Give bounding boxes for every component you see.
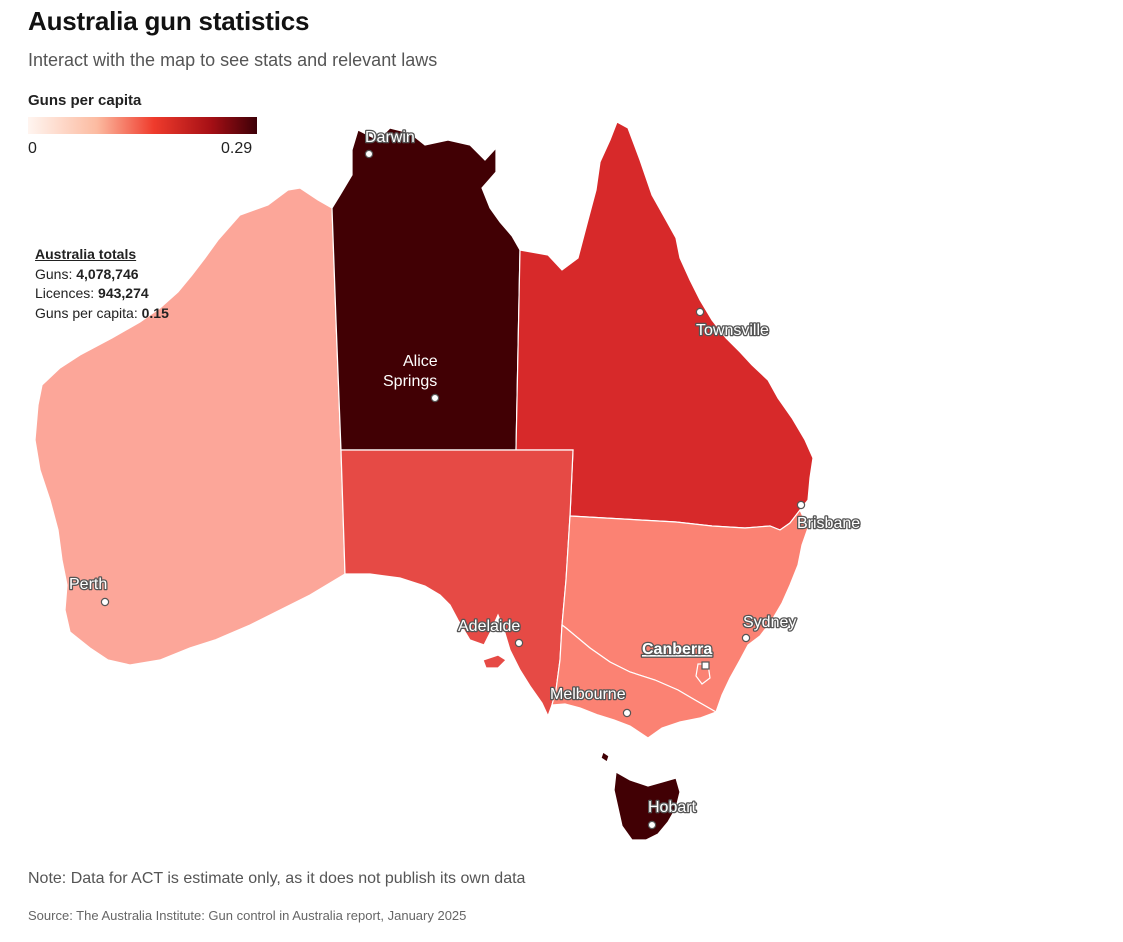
legend-color-bar bbox=[28, 117, 257, 134]
australia-totals: Australia totals Guns: 4,078,746 Licence… bbox=[35, 245, 169, 323]
legend-max-label: 0.29 bbox=[221, 140, 253, 157]
city-label-sydney: Sydney bbox=[743, 614, 796, 631]
city-label-canberra: Canberra bbox=[642, 641, 712, 658]
totals-per-capita: Guns per capita: 0.15 bbox=[35, 304, 169, 324]
city-dot-canberra bbox=[701, 661, 710, 670]
source-credit: Source: The Australia Institute: Gun con… bbox=[28, 908, 467, 923]
city-label-perth: Perth bbox=[69, 576, 107, 593]
city-dot-melbourne bbox=[622, 708, 632, 718]
city-label-brisbane: Brisbane bbox=[797, 515, 860, 532]
page-title: Australia gun statistics bbox=[28, 6, 310, 36]
city-dot-hobart bbox=[647, 820, 657, 830]
totals-guns-value: 4,078,746 bbox=[76, 265, 139, 282]
footnote: Note: Data for ACT is estimate only, as … bbox=[28, 870, 526, 887]
city-label-hobart: Hobart bbox=[648, 799, 697, 816]
totals-licences-label: Licences: bbox=[35, 285, 99, 301]
city-label-darwin: Darwin bbox=[365, 129, 415, 146]
region-sa-kangaroo-island bbox=[482, 654, 507, 669]
city-dot-adelaide bbox=[514, 638, 524, 648]
totals-heading: Australia totals bbox=[35, 246, 137, 262]
city-dot-sydney bbox=[741, 633, 751, 643]
city-dot-brisbane bbox=[796, 500, 806, 510]
city-label-townsville: Townsville bbox=[696, 322, 769, 339]
city-dot-alice-springs bbox=[430, 393, 440, 403]
totals-per-capita-value: 0.15 bbox=[141, 304, 169, 321]
city-label-adelaide: Adelaide bbox=[458, 618, 520, 635]
city-label-alice-line1: Alice bbox=[403, 353, 438, 370]
region-sa[interactable] bbox=[340, 449, 574, 718]
page-subtitle: Interact with the map to see stats and r… bbox=[28, 50, 438, 70]
totals-guns: Guns: 4,078,746 bbox=[35, 265, 169, 285]
region-wa[interactable] bbox=[34, 187, 346, 666]
region-nt[interactable] bbox=[331, 127, 521, 451]
city-dot-townsville bbox=[695, 307, 705, 317]
city-dot-perth bbox=[100, 597, 110, 607]
city-label-alice-line2: Springs bbox=[383, 373, 437, 390]
totals-licences-value: 943,274 bbox=[98, 285, 149, 301]
region-vic[interactable] bbox=[551, 623, 718, 739]
legend-title: Guns per capita bbox=[28, 92, 142, 109]
region-tas[interactable] bbox=[613, 771, 681, 841]
totals-per-capita-label: Guns per capita: bbox=[35, 304, 142, 321]
totals-licences: Licences: 943,274 bbox=[35, 284, 169, 304]
totals-guns-label: Guns: bbox=[35, 265, 77, 282]
region-tas-island bbox=[600, 751, 610, 763]
city-dot-darwin bbox=[364, 149, 374, 159]
city-label-melbourne: Melbourne bbox=[550, 686, 626, 703]
legend-min-label: 0 bbox=[28, 140, 37, 157]
